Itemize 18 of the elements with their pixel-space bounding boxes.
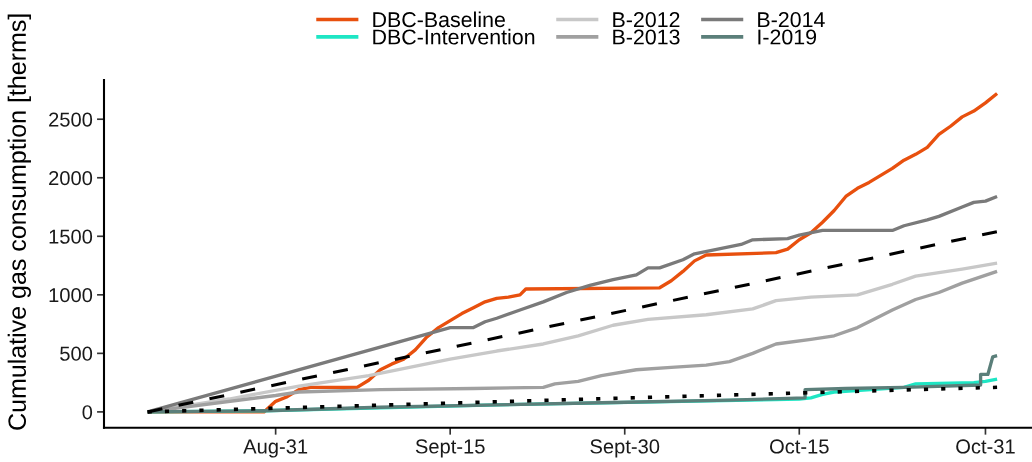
- x-tick-label: Oct-31: [956, 439, 1015, 454]
- legend-label: B-2013: [613, 29, 680, 45]
- y-tick-label: 1000: [49, 288, 93, 303]
- legend-label: DBC-Baseline: [373, 11, 505, 28]
- x-tick-label: Aug-31: [243, 439, 308, 458]
- legend-label: DBC-Intervention: [373, 28, 535, 45]
- x-tick-label: Oct-15: [770, 439, 829, 454]
- y-tick-label: 2000: [49, 170, 93, 186]
- x-tick-label: Sept-15: [415, 439, 485, 458]
- y-tick-label: 2500: [49, 112, 93, 127]
- y-axis-title: Cumulative gas consumption [therms]: [7, 14, 31, 430]
- y-tick-label: 0: [82, 405, 93, 420]
- x-tick-label: Sept-30: [590, 439, 660, 458]
- legend-label: B-2012: [613, 12, 680, 28]
- y-tick-label: 500: [60, 346, 93, 361]
- y-tick-label: 1500: [49, 229, 93, 244]
- legend-label: I-2019: [758, 29, 817, 45]
- legend-label: B-2014: [758, 12, 825, 28]
